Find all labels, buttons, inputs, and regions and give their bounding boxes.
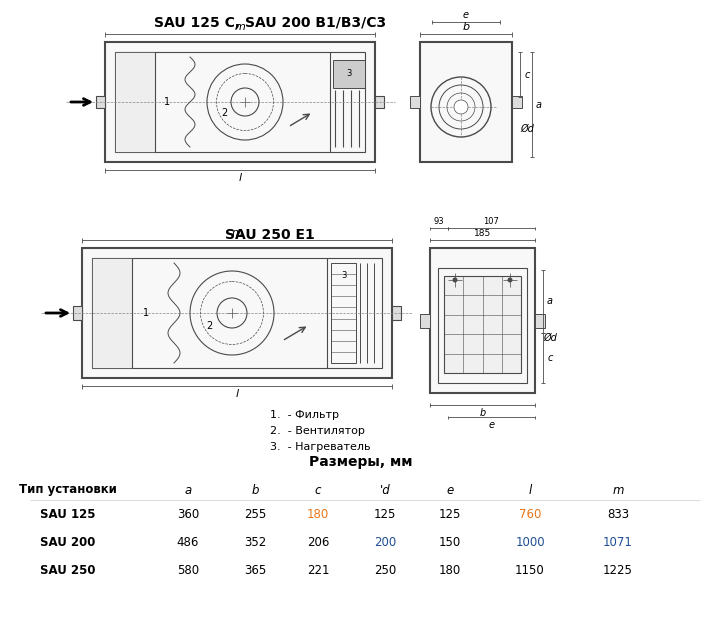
Text: 180: 180 (439, 564, 461, 577)
Bar (92, 258, 382, 368)
Text: 833: 833 (607, 508, 629, 521)
Text: SAU 250: SAU 250 (40, 564, 96, 577)
Text: a: a (184, 484, 191, 496)
Bar (444, 276, 521, 373)
Text: c: c (315, 484, 321, 496)
Text: 580: 580 (177, 564, 199, 577)
Text: 365: 365 (244, 564, 266, 577)
Text: b: b (462, 22, 469, 32)
Text: b: b (251, 484, 258, 496)
Text: 206: 206 (307, 537, 329, 550)
Bar (430, 248, 535, 393)
Bar (115, 52, 365, 152)
Text: 360: 360 (177, 508, 199, 521)
Text: 1: 1 (164, 97, 170, 107)
Text: 1.  - Фильтр: 1. - Фильтр (270, 410, 339, 420)
Bar (420, 42, 512, 162)
Text: 255: 255 (244, 508, 266, 521)
Bar (512, 96, 522, 108)
Text: l: l (238, 173, 242, 183)
Text: 3: 3 (341, 272, 346, 281)
Text: 1071: 1071 (603, 537, 633, 550)
Text: 250: 250 (374, 564, 396, 577)
Circle shape (453, 277, 458, 282)
Text: 93: 93 (434, 216, 444, 226)
Bar (333, 60, 365, 88)
Text: Размеры, мм: Размеры, мм (309, 455, 413, 469)
Text: Ød: Ød (543, 333, 557, 343)
Text: l: l (235, 389, 238, 399)
Bar (73, 306, 82, 320)
Text: Тип установки: Тип установки (19, 484, 117, 496)
Text: c: c (524, 69, 530, 79)
Text: l: l (529, 484, 531, 496)
Bar (420, 313, 430, 328)
Bar (438, 268, 527, 383)
Bar (375, 96, 384, 108)
Text: e: e (446, 484, 453, 496)
Text: 1000: 1000 (516, 537, 545, 550)
Text: 1150: 1150 (515, 564, 545, 577)
Text: Ød: Ød (520, 123, 534, 133)
Bar (410, 96, 420, 108)
Text: 3.  - Нагреватель: 3. - Нагреватель (270, 442, 370, 452)
Text: m: m (232, 228, 243, 238)
Text: a: a (536, 99, 542, 109)
Text: 2: 2 (206, 321, 212, 331)
Text: SAU 250 E1: SAU 250 E1 (225, 228, 315, 242)
Text: e: e (489, 420, 495, 430)
Text: 125: 125 (439, 508, 461, 521)
Text: 150: 150 (439, 537, 461, 550)
Text: b: b (479, 408, 486, 418)
Text: 2: 2 (221, 108, 227, 118)
Text: c: c (547, 353, 552, 363)
Circle shape (454, 100, 468, 114)
Text: 125: 125 (374, 508, 396, 521)
Text: SAU 125 C, SAU 200 B1/B3/C3: SAU 125 C, SAU 200 B1/B3/C3 (154, 16, 386, 30)
Text: m: m (612, 484, 624, 496)
Text: 221: 221 (307, 564, 329, 577)
Circle shape (508, 277, 513, 282)
Bar (535, 313, 545, 328)
Text: 'd: 'd (380, 484, 391, 496)
Text: 3: 3 (347, 69, 352, 79)
Bar (105, 42, 375, 162)
Bar (115, 52, 155, 152)
Text: 200: 200 (374, 537, 396, 550)
Bar (331, 263, 356, 363)
Text: 185: 185 (474, 228, 491, 238)
Text: SAU 125: SAU 125 (40, 508, 96, 521)
Text: 352: 352 (244, 537, 266, 550)
Text: 1: 1 (143, 308, 149, 318)
Bar (82, 248, 392, 378)
Text: e: e (463, 10, 469, 20)
Text: m: m (235, 22, 245, 32)
Text: 2.  - Вентилятор: 2. - Вентилятор (270, 426, 365, 436)
Bar (96, 96, 105, 108)
Text: 107: 107 (484, 216, 500, 226)
Text: 486: 486 (177, 537, 199, 550)
Text: 1225: 1225 (603, 564, 633, 577)
Text: 180: 180 (307, 508, 329, 521)
Text: SAU 200: SAU 200 (40, 537, 96, 550)
Bar (92, 258, 132, 368)
Text: 760: 760 (519, 508, 542, 521)
Bar (392, 306, 401, 320)
Text: a: a (547, 296, 553, 306)
